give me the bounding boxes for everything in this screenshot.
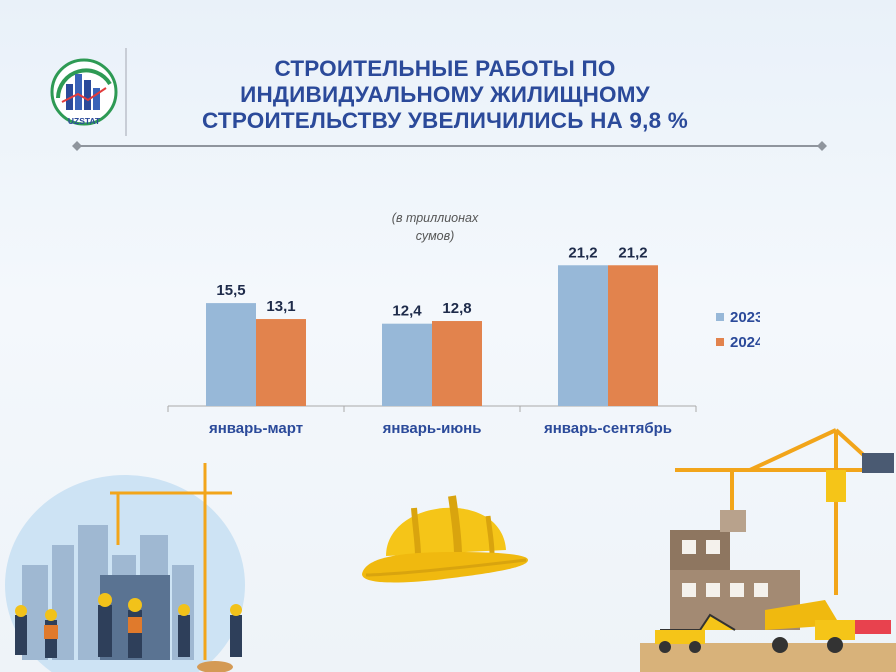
crane-building-site-icon <box>640 428 896 672</box>
bar-2023-0 <box>206 303 256 406</box>
unit-note-line: сумов) <box>416 229 455 243</box>
x-tick-label: январь-март <box>209 420 303 437</box>
legend-swatch-2023 <box>716 313 724 321</box>
title-line-1: СТРОИТЕЛЬНЫЕ РАБОТЫ ПО <box>274 56 616 81</box>
title-divider <box>72 141 827 151</box>
data-label: 13,1 <box>266 298 295 315</box>
bar-2023-1 <box>382 323 432 406</box>
data-label: 15,5 <box>216 282 245 299</box>
logo-divider <box>125 48 127 136</box>
data-label: 12,8 <box>442 300 471 317</box>
construction-workers-icon <box>5 463 245 672</box>
logo-text: UZSTAT <box>68 116 101 126</box>
bar-2024-1 <box>432 321 482 406</box>
title-line-3: СТРОИТЕЛЬСТВУ УВЕЛИЧИЛИСЬ НА 9,8 % <box>202 108 688 133</box>
x-tick-label: январь-сентябрь <box>544 420 672 437</box>
data-label: 12,4 <box>392 303 422 320</box>
legend-swatch-2024 <box>716 338 724 346</box>
x-tick-label: январь-июнь <box>383 420 482 437</box>
legend-label-2024: 2024 <box>730 334 760 351</box>
bar-2024-0 <box>256 319 306 406</box>
unit-note-line: (в триллионах <box>392 211 479 225</box>
title-line-2: ИНДИВИДУАЛЬНОМУ ЖИЛИЩНОМУ <box>240 82 650 107</box>
logo-icon: UZSTAT <box>50 58 118 126</box>
data-label: 21,2 <box>618 244 647 261</box>
legend-label-2023: 2023 <box>730 309 760 326</box>
page-title: СТРОИТЕЛЬНЫЕ РАБОТЫ ПО ИНДИВИДУАЛЬНОМУ Ж… <box>150 56 740 134</box>
bar-chart: (в триллионах сумов) 15,5 13,1 январь-март 12… <box>167 211 760 437</box>
hard-hat-icon <box>362 495 528 583</box>
bar-2023-2 <box>558 265 608 406</box>
data-label: 21,2 <box>568 244 597 261</box>
bar-2024-2 <box>608 265 658 406</box>
